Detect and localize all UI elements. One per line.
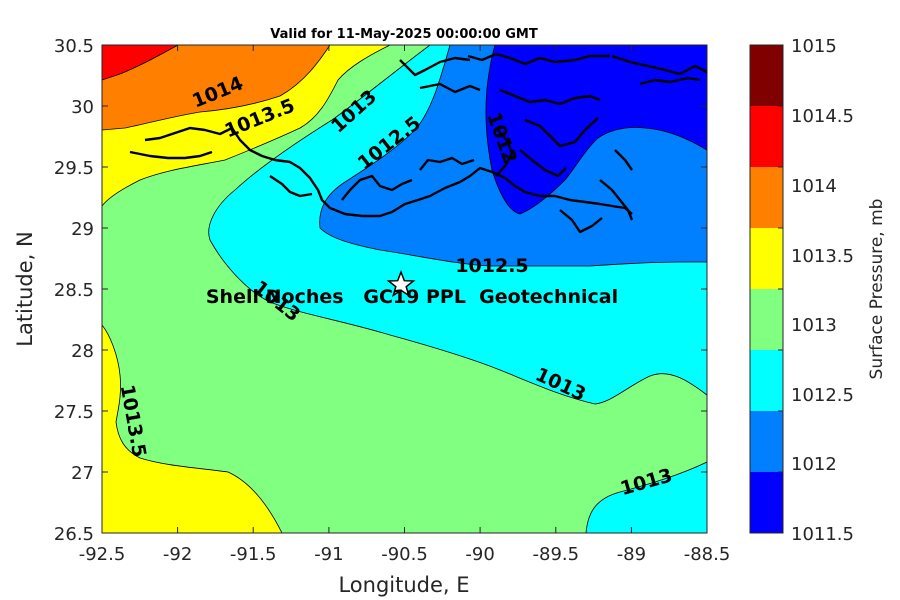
- colorbar-swatch: [750, 167, 783, 228]
- colorbar-tick-label: 1011.5: [791, 524, 854, 545]
- map-plot-area: 1014 1013.5 1013 1012.5 1012 1012.5 1013…: [102, 45, 707, 533]
- chart-title: Valid for 11-May-2025 00:00:00 GMT: [270, 27, 538, 42]
- y-tick-label: 27: [71, 463, 94, 484]
- x-tick-label: -90.5: [381, 544, 428, 565]
- y-tick-label: 27.5: [54, 402, 94, 423]
- colorbar: 1015 1014.5 1014 1013.5 1013 1012.5 1012…: [749, 36, 887, 545]
- x-tick-label: -88.5: [684, 544, 731, 565]
- colorbar-tick-label: 1013: [791, 315, 837, 336]
- colorbar-tick-label: 1012: [791, 454, 837, 475]
- colorbar-tick-label: 1012.5: [791, 385, 854, 406]
- y-tick-label: 30: [71, 97, 94, 118]
- y-tick-label: 28.5: [54, 280, 94, 301]
- colorbar-tick-label: 1014.5: [791, 106, 854, 127]
- y-tick-label: 29: [71, 219, 94, 240]
- x-tick-label: -90: [465, 544, 494, 565]
- y-axis-title: Latitude, N: [13, 231, 37, 347]
- coastline: [129, 52, 707, 234]
- y-tick-label: 29.5: [54, 158, 94, 179]
- x-tick-label: -91: [314, 544, 343, 565]
- site-star-marker: [386, 269, 416, 298]
- band-1011-5: [485, 45, 707, 214]
- band-1014: [102, 45, 330, 130]
- band-1014-5: [102, 45, 178, 80]
- colorbar-swatch: [750, 472, 783, 533]
- colorbar-tick-label: 1013.5: [791, 246, 854, 267]
- y-axis: 30.5 30 29.5 29 28.5 28 27.5 27 26.5 Lat…: [13, 36, 707, 545]
- colorbar-swatch: [750, 228, 783, 289]
- y-tick-label: 30.5: [54, 36, 94, 57]
- x-tick-label: -92.5: [79, 544, 126, 565]
- colorbar-swatch: [750, 289, 783, 350]
- x-axis-title: Longitude, E: [338, 573, 469, 597]
- contour-label-1012-5-south: 1012.5: [455, 255, 528, 277]
- y-tick-label: 28: [71, 341, 94, 362]
- colorbar-swatch: [750, 411, 783, 472]
- contour-lines: [102, 45, 707, 533]
- y-tick-label: 26.5: [54, 524, 94, 545]
- band-1013-5-southwest: [102, 325, 282, 533]
- x-tick-label: -92: [163, 544, 192, 565]
- x-tick-label: -89.5: [533, 544, 580, 565]
- x-axis: -92.5 -92 -91.5 -91 -90.5 -90 -89.5 -89 …: [79, 45, 731, 597]
- band-1012-5-southeast: [586, 462, 707, 533]
- site-label: Shell Noches GC19 PPL Geotechnical: [206, 286, 618, 308]
- colorbar-swatch: [750, 350, 783, 411]
- colorbar-swatch: [750, 45, 783, 106]
- colorbar-tick-label: 1014: [791, 176, 837, 197]
- colorbar-title: Surface Pressure, mb: [867, 199, 887, 380]
- colorbar-tick-label: 1015: [791, 36, 837, 57]
- colorbar-swatch: [750, 106, 783, 167]
- x-tick-label: -91.5: [230, 544, 277, 565]
- x-tick-label: -89: [617, 544, 646, 565]
